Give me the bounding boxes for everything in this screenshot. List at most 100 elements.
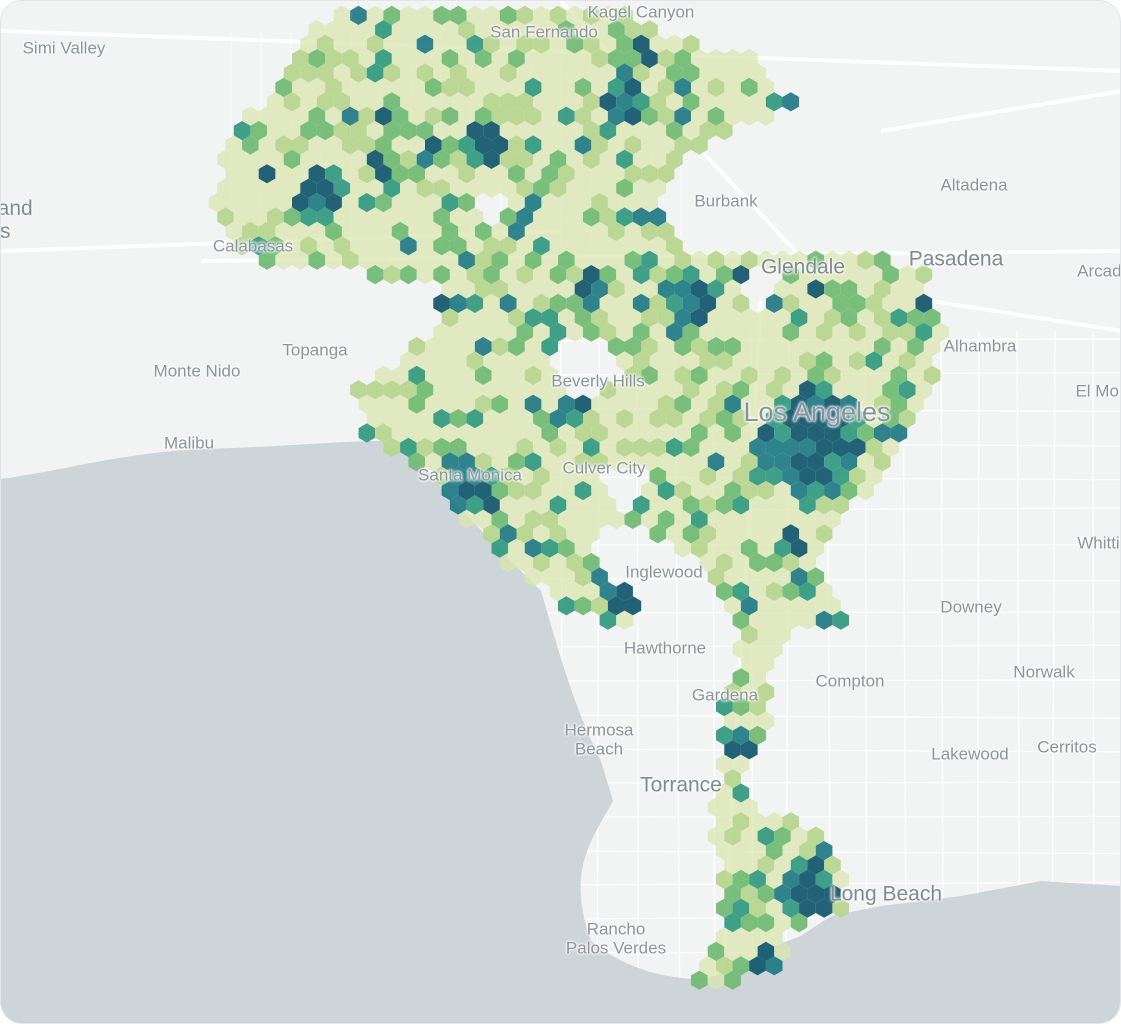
hexbin xyxy=(358,193,376,213)
hexbin xyxy=(907,308,924,328)
hexbin xyxy=(657,279,675,299)
hexbin xyxy=(790,394,808,414)
hexbin xyxy=(441,20,459,40)
hexbin xyxy=(258,106,276,126)
hexbin xyxy=(824,250,841,270)
hexbin xyxy=(832,322,849,342)
hexbin xyxy=(882,380,899,400)
hexbin xyxy=(832,265,849,285)
hexbin xyxy=(558,279,575,299)
hexbin xyxy=(583,63,600,83)
hexbin xyxy=(491,308,509,328)
hexbin xyxy=(815,293,833,313)
hexbin xyxy=(790,308,808,328)
hexbin xyxy=(591,20,608,40)
place-label: Altadena xyxy=(940,175,1008,195)
hexbin xyxy=(691,365,708,385)
place-label: Hawthorne xyxy=(623,638,707,658)
hexbin xyxy=(316,63,334,83)
hexbin xyxy=(591,193,608,213)
hexbin xyxy=(408,164,425,184)
hexbin xyxy=(400,236,417,256)
hexbin xyxy=(724,106,741,126)
hexbin xyxy=(749,927,766,947)
hexbin xyxy=(824,452,841,472)
hexbin xyxy=(699,92,716,112)
hexbin xyxy=(341,164,359,184)
hexbin xyxy=(366,207,384,227)
hexbin xyxy=(458,49,475,69)
hexbin xyxy=(583,466,600,486)
hexbin xyxy=(932,322,949,342)
hexbin xyxy=(524,452,542,472)
hexbin xyxy=(275,77,292,97)
hexbin xyxy=(491,538,509,558)
hexbin xyxy=(558,20,575,40)
hexbin xyxy=(408,135,425,155)
hexbin xyxy=(674,250,691,270)
hexbin xyxy=(616,92,633,112)
hexbin xyxy=(391,423,409,443)
hexbin xyxy=(857,279,874,299)
hexbin xyxy=(449,437,467,457)
hexbin xyxy=(716,495,733,515)
hexbin xyxy=(749,409,766,429)
hexbin xyxy=(757,538,775,558)
place-label: Torrance xyxy=(640,773,722,797)
hexbin xyxy=(474,337,492,357)
hexbin xyxy=(466,495,484,515)
hexbin xyxy=(275,250,292,270)
hexbin xyxy=(225,193,243,213)
hexbin xyxy=(857,452,874,472)
road xyxy=(540,714,1120,720)
hexbin xyxy=(341,135,359,155)
hexbin xyxy=(832,293,849,313)
hexbin xyxy=(541,538,558,558)
hexbin xyxy=(558,193,575,213)
hexbin xyxy=(524,337,542,357)
hexbin xyxy=(865,351,883,371)
hexbin xyxy=(541,452,558,472)
hexbin xyxy=(416,92,434,112)
hexbin xyxy=(533,207,550,227)
hexbin xyxy=(416,236,434,256)
hexbin xyxy=(691,394,708,414)
hexbin xyxy=(425,221,442,241)
hexbin xyxy=(549,149,567,169)
hexbin xyxy=(583,495,600,515)
hexbin xyxy=(632,121,650,141)
hexbin xyxy=(732,841,750,861)
hexbin xyxy=(558,452,575,472)
hexbin xyxy=(682,265,700,285)
hexbin xyxy=(508,193,525,213)
hexbin xyxy=(233,178,251,198)
place-label: Culver City xyxy=(562,458,646,478)
hexbin xyxy=(807,855,825,875)
hexbin xyxy=(499,34,517,54)
hexbin xyxy=(782,380,800,400)
place-label: Rancho Palos Verdes xyxy=(565,919,667,957)
hexbin xyxy=(682,351,700,371)
hexbin xyxy=(616,5,633,26)
hexbin xyxy=(300,178,317,198)
hexbin xyxy=(724,596,741,616)
hexbin xyxy=(724,308,741,328)
hexbin xyxy=(425,423,442,443)
hexbin xyxy=(898,293,916,313)
hexbin xyxy=(707,826,725,846)
hexbin xyxy=(699,380,716,400)
hexbin xyxy=(691,423,708,443)
hexbin xyxy=(632,293,650,313)
hexbin xyxy=(325,135,342,155)
hexbin xyxy=(624,365,642,385)
hexbin xyxy=(425,452,442,472)
hexbin xyxy=(774,308,791,328)
hexbin xyxy=(749,581,766,601)
hexbin xyxy=(624,337,642,357)
hexbin xyxy=(258,135,276,155)
hexbin xyxy=(824,884,841,904)
hexbin xyxy=(275,135,292,155)
hexbin xyxy=(333,121,351,141)
hexbin xyxy=(782,841,800,861)
